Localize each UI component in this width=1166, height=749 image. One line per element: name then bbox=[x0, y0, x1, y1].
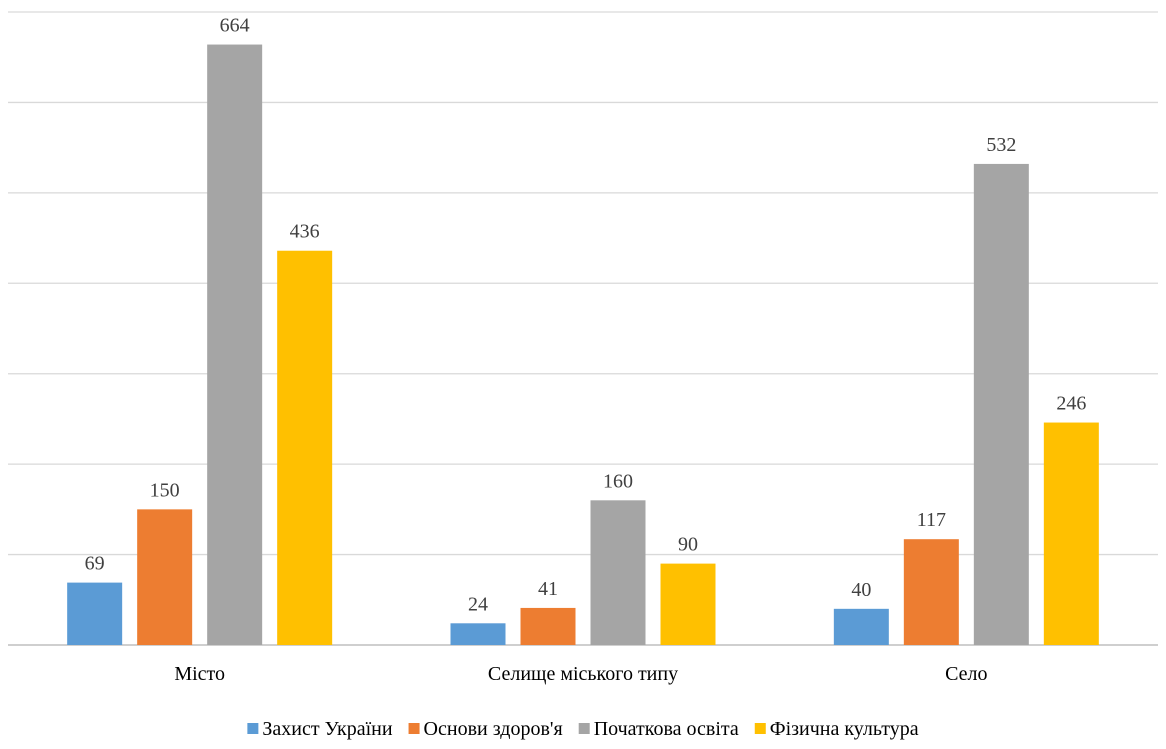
bar bbox=[903, 539, 959, 645]
legend-item: Початкова освіта bbox=[578, 718, 739, 740]
data-label: 160 bbox=[603, 470, 633, 492]
legend-swatch bbox=[408, 723, 420, 734]
data-label: 246 bbox=[1056, 393, 1086, 415]
bar bbox=[973, 163, 1029, 646]
legend-swatch bbox=[578, 723, 590, 734]
bar bbox=[450, 623, 506, 645]
data-label: 24 bbox=[468, 593, 488, 615]
legend-item: Фізична культура bbox=[754, 718, 919, 740]
bar bbox=[520, 607, 576, 645]
gridlines bbox=[8, 11, 1158, 646]
legend: Захист України Основи здоров'я Початкова о… bbox=[247, 718, 919, 740]
data-label: 117 bbox=[917, 509, 946, 531]
legend-label: Основи здоров'я bbox=[424, 718, 563, 740]
data-label: 664 bbox=[220, 15, 250, 37]
data-label: 90 bbox=[678, 534, 698, 556]
legend-swatch bbox=[754, 723, 766, 734]
category-label: Місто bbox=[174, 663, 225, 685]
data-label: 436 bbox=[290, 221, 320, 243]
data-label: 150 bbox=[150, 479, 180, 501]
category-labels: Місто Селище міського типу Село bbox=[174, 663, 987, 685]
bars bbox=[67, 44, 1099, 646]
bar bbox=[590, 500, 646, 645]
category-label: Село bbox=[945, 663, 987, 685]
data-label: 69 bbox=[85, 553, 105, 575]
data-label: 41 bbox=[538, 578, 558, 600]
bar bbox=[660, 563, 716, 645]
data-label: 40 bbox=[851, 579, 871, 601]
legend-swatch bbox=[247, 723, 259, 734]
legend-label: Фізична культура bbox=[770, 718, 919, 740]
bar bbox=[67, 582, 123, 645]
legend-label: Початкова освіта bbox=[594, 718, 739, 740]
bar bbox=[833, 608, 889, 645]
legend-item: Захист України bbox=[247, 718, 393, 740]
legend-item: Основи здоров'я bbox=[408, 718, 563, 740]
data-label: 532 bbox=[986, 134, 1016, 156]
bar bbox=[277, 250, 333, 645]
bar bbox=[137, 509, 193, 645]
category-label: Селище міського типу bbox=[488, 663, 678, 685]
data-labels: 69 150 664 436 24 41 160 90 40 117 532 246 bbox=[85, 15, 1087, 616]
bar bbox=[207, 44, 263, 646]
legend-label: Захист України bbox=[262, 718, 392, 740]
bar bbox=[1043, 422, 1099, 645]
